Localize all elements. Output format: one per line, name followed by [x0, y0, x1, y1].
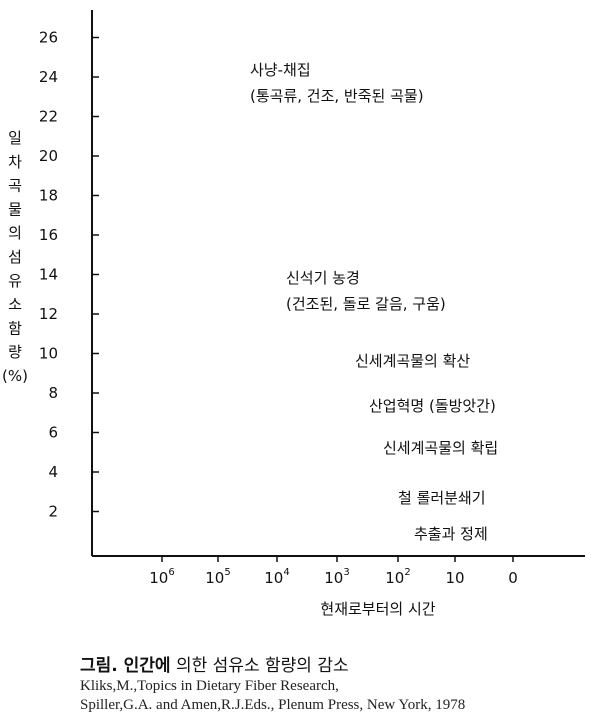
axes — [91, 10, 585, 557]
y-axis-title: 일 차 곡 물 의 섬 유 소 함 량 (%) — [2, 129, 28, 385]
annotation-label: 신세계곡물의 확립 — [383, 439, 498, 457]
x-tick-base: 10 — [264, 569, 283, 587]
y-tick-label: 2 — [48, 503, 58, 521]
x-tick-base: 10 — [149, 569, 168, 587]
y-tick-label: 8 — [48, 384, 58, 402]
y-tick-label: 22 — [39, 108, 58, 126]
x-tick-exponent: 6 — [168, 567, 174, 578]
x-tick-label: 103 — [324, 567, 349, 587]
y-tick-label: 12 — [39, 305, 58, 323]
y-tick-label: 10 — [39, 345, 58, 363]
x-tick-base: 10 — [445, 569, 464, 587]
x-tick-exponent: 2 — [404, 567, 410, 578]
annotations: 사냥-채집 (통곡류, 건조, 반죽된 곡물) 신석기 농경 (건조된, 돌로 갈음,… — [250, 61, 498, 543]
annotation-label: (통곡류, 건조, 반죽된 곡물) — [250, 87, 424, 105]
annotation-label: 철 롤러분쇄기 — [398, 489, 486, 507]
annotation-label: 사냥-채집 — [250, 61, 311, 79]
y-tick-label: 16 — [39, 226, 58, 244]
y-tick-label: 4 — [48, 463, 58, 481]
x-ticks: 106 105 104 103 102 10 0 — [149, 556, 518, 587]
x-tick-base: 0 — [508, 569, 518, 587]
figure-caption: 그림. 인간에 의한 섬유소 함량의 감소 Kliks,M.,Topics in… — [80, 655, 595, 715]
annotation-label: 산업혁명 (돌방앗간) — [369, 397, 496, 415]
caption-reference-line-1: Kliks,M.,Topics in Dietary Fiber Researc… — [80, 678, 339, 694]
x-axis-title: 현재로부터의 시간 — [320, 600, 435, 618]
x-tick-base: 10 — [205, 569, 224, 587]
x-tick-label: 102 — [385, 567, 410, 587]
y-tick-label: 24 — [39, 68, 58, 86]
x-tick-label: 106 — [149, 567, 174, 587]
x-tick-exponent: 5 — [224, 567, 230, 578]
y-tick-label: 18 — [39, 187, 58, 205]
y-tick-label: 26 — [39, 29, 58, 47]
x-tick-label: 105 — [205, 567, 230, 587]
annotation-label: 신세계곡물의 확산 — [355, 352, 470, 370]
annotation-label: (건조된, 돌로 갈음, 구움) — [286, 295, 446, 313]
caption-title-bold: 그림. 인간에 — [80, 656, 171, 676]
caption-title: 그림. 인간에 의한 섬유소 함량의 감소 — [80, 655, 595, 677]
x-tick-label: 10 — [445, 569, 464, 587]
x-tick-exponent: 3 — [343, 567, 349, 578]
y-tick-label: 6 — [48, 424, 58, 442]
x-tick-label: 0 — [508, 569, 518, 587]
x-tick-base: 10 — [385, 569, 404, 587]
annotation-label: 추출과 정제 — [414, 525, 488, 543]
x-tick-base: 10 — [324, 569, 343, 587]
caption-title-rest: 의한 섬유소 함량의 감소 — [170, 656, 349, 676]
x-tick-exponent: 4 — [283, 567, 289, 578]
y-tick-label: 14 — [39, 266, 58, 284]
x-tick-label: 104 — [264, 567, 289, 587]
y-tick-label: 20 — [39, 147, 58, 165]
caption-reference-line-2: Spiller,G.A. and Amen,R.J.Eds., Plenum P… — [80, 697, 466, 713]
annotation-label: 신석기 농경 — [286, 269, 360, 287]
